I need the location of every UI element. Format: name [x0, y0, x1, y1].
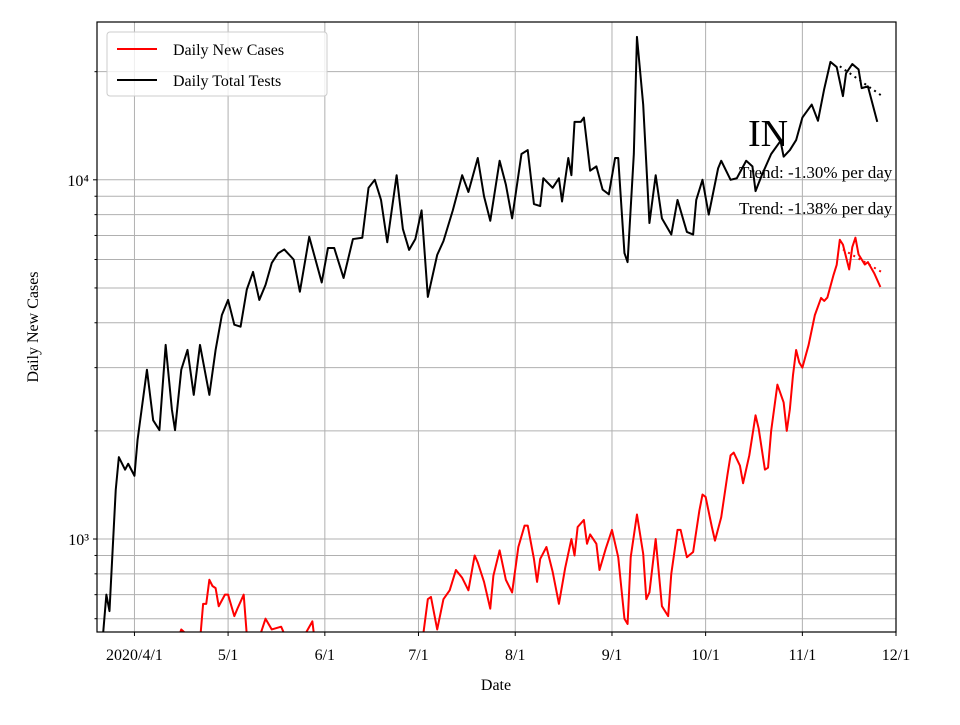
y-tick-label: 10⁴: [67, 173, 89, 190]
x-tick-label: 8/1: [505, 647, 525, 664]
annotation-region: IN: [748, 113, 788, 155]
x-tick-label: 11/1: [788, 647, 816, 664]
legend: Daily New Cases Daily Total Tests: [106, 31, 328, 97]
legend-box: [106, 31, 328, 97]
x-tick-label: 6/1: [315, 647, 335, 664]
x-tick-label: 7/1: [408, 647, 428, 664]
annotation-trend: Trend: -1.30% per day: [739, 163, 893, 182]
x-tick-label: 12/1: [882, 647, 910, 664]
series-line: [179, 236, 882, 632]
plot-frame: [96, 21, 897, 633]
x-tick-label: 9/1: [602, 647, 622, 664]
grid: [97, 22, 897, 632]
y-tick-label: 10³: [68, 532, 89, 549]
legend-label: Daily New Cases: [173, 42, 284, 59]
series-line: [102, 35, 879, 632]
y-axis-label: Daily New Cases: [25, 271, 42, 382]
trend-line: [842, 248, 885, 274]
legend-label: Daily Total Tests: [173, 73, 281, 90]
annotation-trend: Trend: -1.38% per day: [739, 199, 893, 218]
x-tick-label: 10/1: [691, 647, 719, 664]
x-axis-label: Date: [481, 677, 511, 694]
axes: 10³ 10⁴ 2020/4/1 5/1 6/1 7/1 8/1 9/1 10/1 11/1 12/…: [67, 71, 910, 664]
plot-lines: [102, 35, 885, 632]
x-tick-label: 5/1: [218, 647, 238, 664]
x-tick-label: 2020/4/1: [106, 647, 163, 664]
